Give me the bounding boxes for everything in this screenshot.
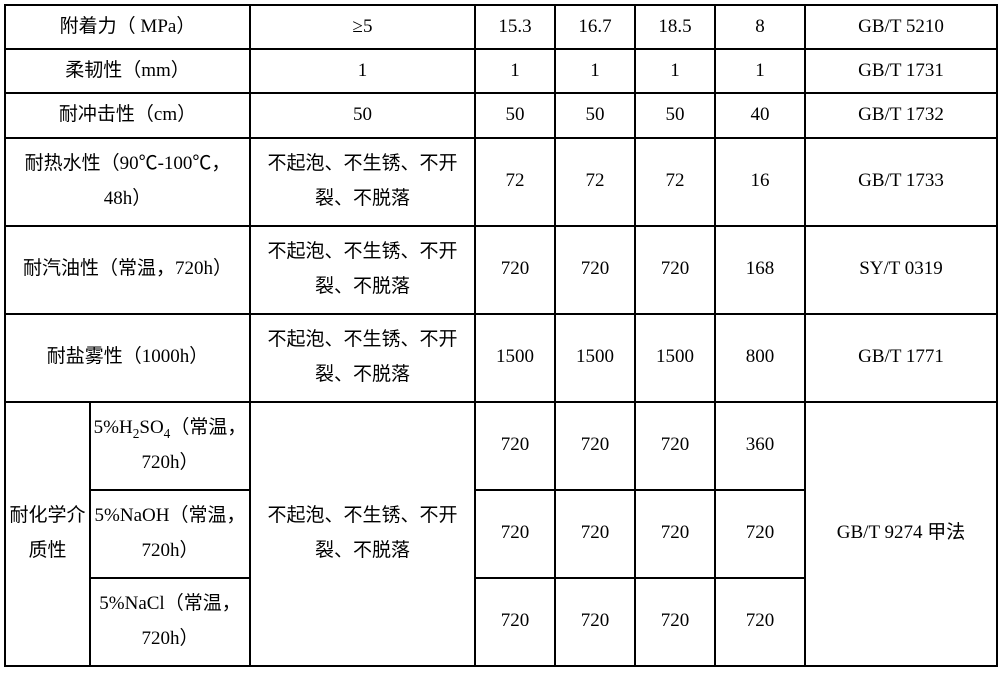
value-cell: 1 — [475, 49, 555, 93]
value-cell: 72 — [635, 138, 715, 226]
value-cell: 16.7 — [555, 5, 635, 49]
value-cell: 720 — [475, 578, 555, 666]
table-row: 耐化学介质性 5%H2SO4（常温，720h） 不起泡、不生锈、不开裂、不脱落 … — [5, 402, 997, 490]
value-cell: 168 — [715, 226, 805, 314]
standard-cell: SY/T 0319 — [805, 226, 997, 314]
table-row: 耐冲击性（cm） 50 50 50 50 40 GB/T 1732 — [5, 93, 997, 137]
value-cell: 50 — [635, 93, 715, 137]
value-cell: 1500 — [475, 314, 555, 402]
value-cell: 8 — [715, 5, 805, 49]
standard-cell: GB/T 1732 — [805, 93, 997, 137]
property-name: 耐冲击性（cm） — [5, 93, 250, 137]
property-name: 柔韧性（mm） — [5, 49, 250, 93]
value-cell: 1 — [715, 49, 805, 93]
requirement-cell: 不起泡、不生锈、不开裂、不脱落 — [250, 402, 475, 666]
table-row: 耐热水性（90℃-100℃，48h） 不起泡、不生锈、不开裂、不脱落 72 72… — [5, 138, 997, 226]
property-name: 耐盐雾性（1000h） — [5, 314, 250, 402]
table-row: 柔韧性（mm） 1 1 1 1 1 GB/T 1731 — [5, 49, 997, 93]
value-cell: 720 — [715, 490, 805, 578]
property-name: 耐热水性（90℃-100℃，48h） — [5, 138, 250, 226]
value-cell: 72 — [475, 138, 555, 226]
standard-cell: GB/T 9274 甲法 — [805, 402, 997, 666]
requirement-cell: 50 — [250, 93, 475, 137]
standard-cell: GB/T 5210 — [805, 5, 997, 49]
standard-cell: GB/T 1771 — [805, 314, 997, 402]
value-cell: 800 — [715, 314, 805, 402]
value-cell: 720 — [635, 226, 715, 314]
value-cell: 1 — [555, 49, 635, 93]
requirement-cell: ≥5 — [250, 5, 475, 49]
standard-cell: GB/T 1733 — [805, 138, 997, 226]
value-cell: 720 — [555, 402, 635, 490]
value-cell: 720 — [635, 402, 715, 490]
value-cell: 15.3 — [475, 5, 555, 49]
table-row: 耐汽油性（常温，720h） 不起泡、不生锈、不开裂、不脱落 720 720 72… — [5, 226, 997, 314]
value-cell: 720 — [555, 578, 635, 666]
value-cell: 360 — [715, 402, 805, 490]
chemical-group-name: 耐化学介质性 — [5, 402, 90, 666]
value-cell: 720 — [555, 490, 635, 578]
value-cell: 1500 — [555, 314, 635, 402]
standard-cell: GB/T 1731 — [805, 49, 997, 93]
value-cell: 720 — [475, 402, 555, 490]
chemical-sub-name: 5%H2SO4（常温，720h） — [90, 402, 250, 490]
requirement-cell: 1 — [250, 49, 475, 93]
value-cell: 50 — [475, 93, 555, 137]
value-cell: 720 — [555, 226, 635, 314]
table-row: 耐盐雾性（1000h） 不起泡、不生锈、不开裂、不脱落 1500 1500 15… — [5, 314, 997, 402]
requirement-cell: 不起泡、不生锈、不开裂、不脱落 — [250, 314, 475, 402]
value-cell: 720 — [475, 226, 555, 314]
properties-table: 附着力（ MPa） ≥5 15.3 16.7 18.5 8 GB/T 5210 … — [4, 4, 998, 667]
value-cell: 720 — [715, 578, 805, 666]
requirement-cell: 不起泡、不生锈、不开裂、不脱落 — [250, 226, 475, 314]
chemical-sub-name: 5%NaCl（常温，720h） — [90, 578, 250, 666]
value-cell: 18.5 — [635, 5, 715, 49]
value-cell: 720 — [475, 490, 555, 578]
value-cell: 720 — [635, 578, 715, 666]
value-cell: 720 — [635, 490, 715, 578]
chemical-sub-name: 5%NaOH（常温，720h） — [90, 490, 250, 578]
table-row: 附着力（ MPa） ≥5 15.3 16.7 18.5 8 GB/T 5210 — [5, 5, 997, 49]
value-cell: 1500 — [635, 314, 715, 402]
property-name: 耐汽油性（常温，720h） — [5, 226, 250, 314]
value-cell: 40 — [715, 93, 805, 137]
property-name: 附着力（ MPa） — [5, 5, 250, 49]
value-cell: 16 — [715, 138, 805, 226]
value-cell: 72 — [555, 138, 635, 226]
value-cell: 50 — [555, 93, 635, 137]
requirement-cell: 不起泡、不生锈、不开裂、不脱落 — [250, 138, 475, 226]
value-cell: 1 — [635, 49, 715, 93]
